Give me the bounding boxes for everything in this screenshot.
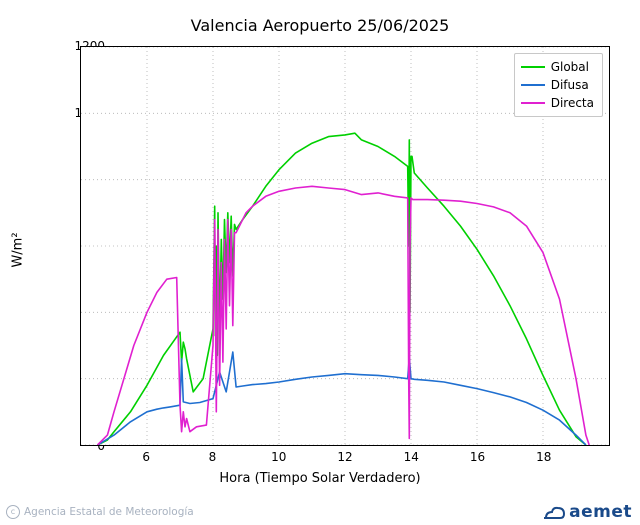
legend-item-difusa: Difusa bbox=[521, 76, 594, 94]
plot-area: Global Difusa Directa bbox=[80, 46, 610, 446]
xtick-label: 8 bbox=[209, 450, 217, 464]
legend-swatch bbox=[521, 84, 545, 86]
xtick-label: 10 bbox=[271, 450, 286, 464]
legend-swatch bbox=[521, 102, 545, 104]
copyright-text: Agencia Estatal de Meteorología bbox=[24, 506, 194, 518]
legend-label: Difusa bbox=[551, 78, 589, 92]
brand-text: aemet bbox=[569, 502, 632, 522]
radiation-chart: Valencia Aeropuerto 25/06/2025 W/m² Hora… bbox=[0, 0, 640, 500]
legend-item-directa: Directa bbox=[521, 94, 594, 112]
xtick-label: 16 bbox=[470, 450, 485, 464]
legend-swatch bbox=[521, 66, 545, 68]
xtick-label: 18 bbox=[536, 450, 551, 464]
legend-label: Global bbox=[551, 60, 589, 74]
brand-logo: aemet bbox=[543, 502, 632, 522]
legend-label: Directa bbox=[551, 96, 594, 110]
chart-title: Valencia Aeropuerto 25/06/2025 bbox=[0, 16, 640, 35]
xtick-label: 14 bbox=[404, 450, 419, 464]
footer: c Agencia Estatal de Meteorología aemet bbox=[0, 501, 640, 525]
xtick-label: 6 bbox=[142, 450, 150, 464]
xtick-label: 12 bbox=[337, 450, 352, 464]
legend-item-global: Global bbox=[521, 58, 594, 76]
legend: Global Difusa Directa bbox=[514, 53, 603, 117]
y-axis-label: W/m² bbox=[11, 232, 26, 267]
copyright-icon: c bbox=[6, 505, 20, 519]
x-axis-label: Hora (Tiempo Solar Verdadero) bbox=[0, 471, 640, 486]
